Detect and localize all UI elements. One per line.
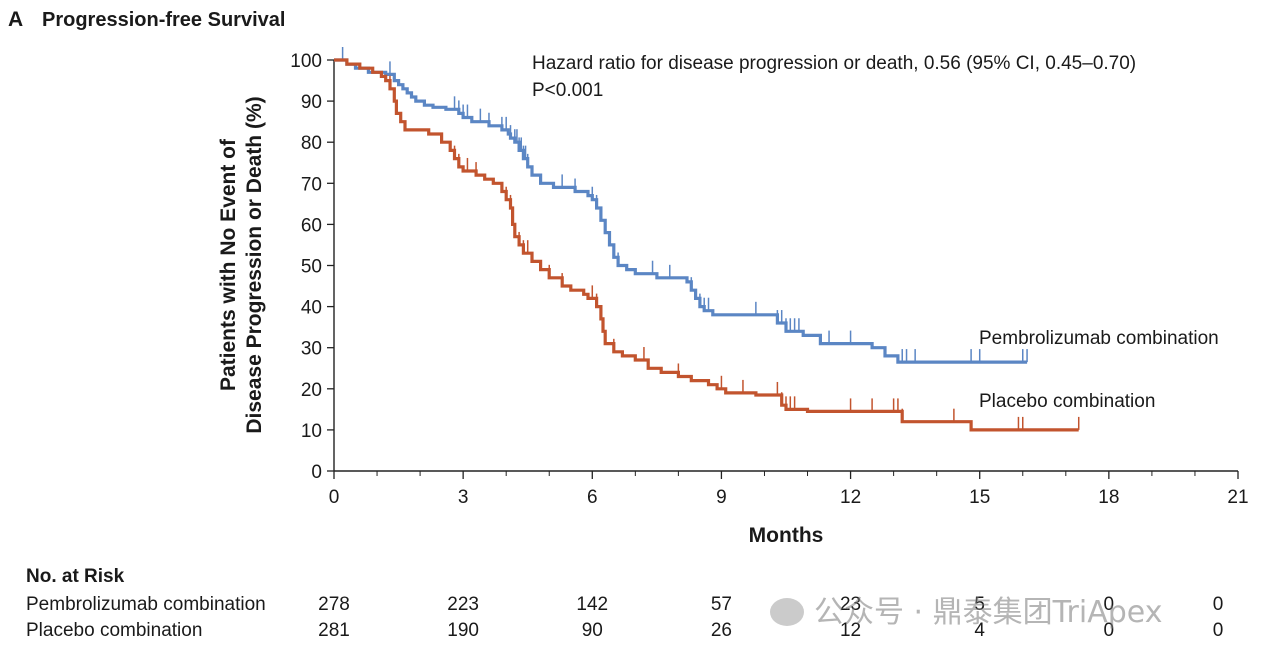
wechat-icon	[770, 598, 804, 626]
x-tick-label: 0	[329, 487, 340, 508]
axis-labels: 0 3 6 9 12 15 18 21 0 10 20 30 40 50 60 70 80 90 100 Months…	[217, 51, 1249, 547]
at-risk-value: 90	[581, 620, 603, 641]
y-tick-label: 90	[301, 92, 322, 113]
at-risk-value: 26	[710, 620, 732, 641]
at-risk-row-name-placebo: Placebo combination	[26, 620, 203, 641]
x-tick-label: 18	[1098, 487, 1119, 508]
y-tick-label: 50	[301, 257, 322, 278]
x-tick-label: 9	[716, 487, 727, 508]
at-risk-value: 0	[1212, 620, 1224, 641]
chart-title: Progression-free Survival	[42, 9, 286, 31]
curve-placebo	[334, 58, 1079, 432]
watermark: 公众号 · 鼎泰集团TriApex	[770, 587, 1162, 631]
at-risk-value: 142	[576, 594, 609, 615]
y-axis-label-line: Patients with No Event of	[217, 138, 240, 391]
at-risk-value: 5	[974, 594, 985, 615]
at-risk-value: 23	[839, 594, 862, 615]
y-axis-label: Patients with No Event of Disease Progres…	[217, 96, 266, 433]
y-tick-label: 100	[290, 51, 322, 72]
x-tick-label: 12	[840, 487, 861, 508]
hazard-ratio-annotation: Hazard ratio for disease progression or …	[532, 53, 1137, 74]
y-tick-label: 70	[301, 174, 322, 195]
p-value-annotation: P<0.001	[532, 80, 604, 101]
at-risk-value: 0	[1212, 594, 1224, 615]
y-tick-label: 80	[301, 133, 322, 154]
at-risk-row-name-pembrolizumab: Pembrolizumab combination	[26, 594, 266, 615]
at-risk-value: 0	[1103, 594, 1115, 615]
x-axis-label: Months	[749, 524, 824, 547]
x-tick-label: 21	[1227, 487, 1248, 508]
y-tick-label: 40	[301, 298, 322, 319]
at-risk-value: 4	[974, 620, 985, 641]
at-risk-title: No. at Risk	[26, 566, 125, 587]
series-label-placebo: Placebo combination	[979, 391, 1156, 412]
y-tick-label: 30	[301, 339, 322, 360]
at-risk-value: 12	[839, 620, 862, 641]
x-tick-label: 15	[969, 487, 990, 508]
at-risk-value: 281	[318, 620, 350, 641]
at-risk-value: 278	[318, 594, 350, 615]
y-axis-label-line: Disease Progression or Death (%)	[243, 96, 266, 433]
x-tick-label: 6	[587, 487, 598, 508]
at-risk-value: 57	[710, 594, 732, 615]
y-tick-label: 0	[311, 462, 322, 483]
panel-letter: A	[8, 8, 24, 31]
watermark-text: 公众号 · 鼎泰集团TriApex	[814, 595, 1163, 630]
y-tick-label: 60	[301, 215, 322, 236]
survival-curves	[334, 47, 1080, 432]
x-tick-label: 3	[458, 487, 469, 508]
series-label-pembrolizumab: Pembrolizumab combination	[979, 328, 1219, 349]
curve-pembrolizumab	[334, 58, 1028, 364]
at-risk-value: 223	[447, 594, 479, 615]
axes	[327, 59, 1239, 479]
at-risk-value: 190	[447, 620, 479, 641]
y-tick-label: 10	[301, 421, 322, 442]
y-tick-label: 20	[301, 380, 322, 401]
at-risk-value: 0	[1103, 620, 1115, 641]
